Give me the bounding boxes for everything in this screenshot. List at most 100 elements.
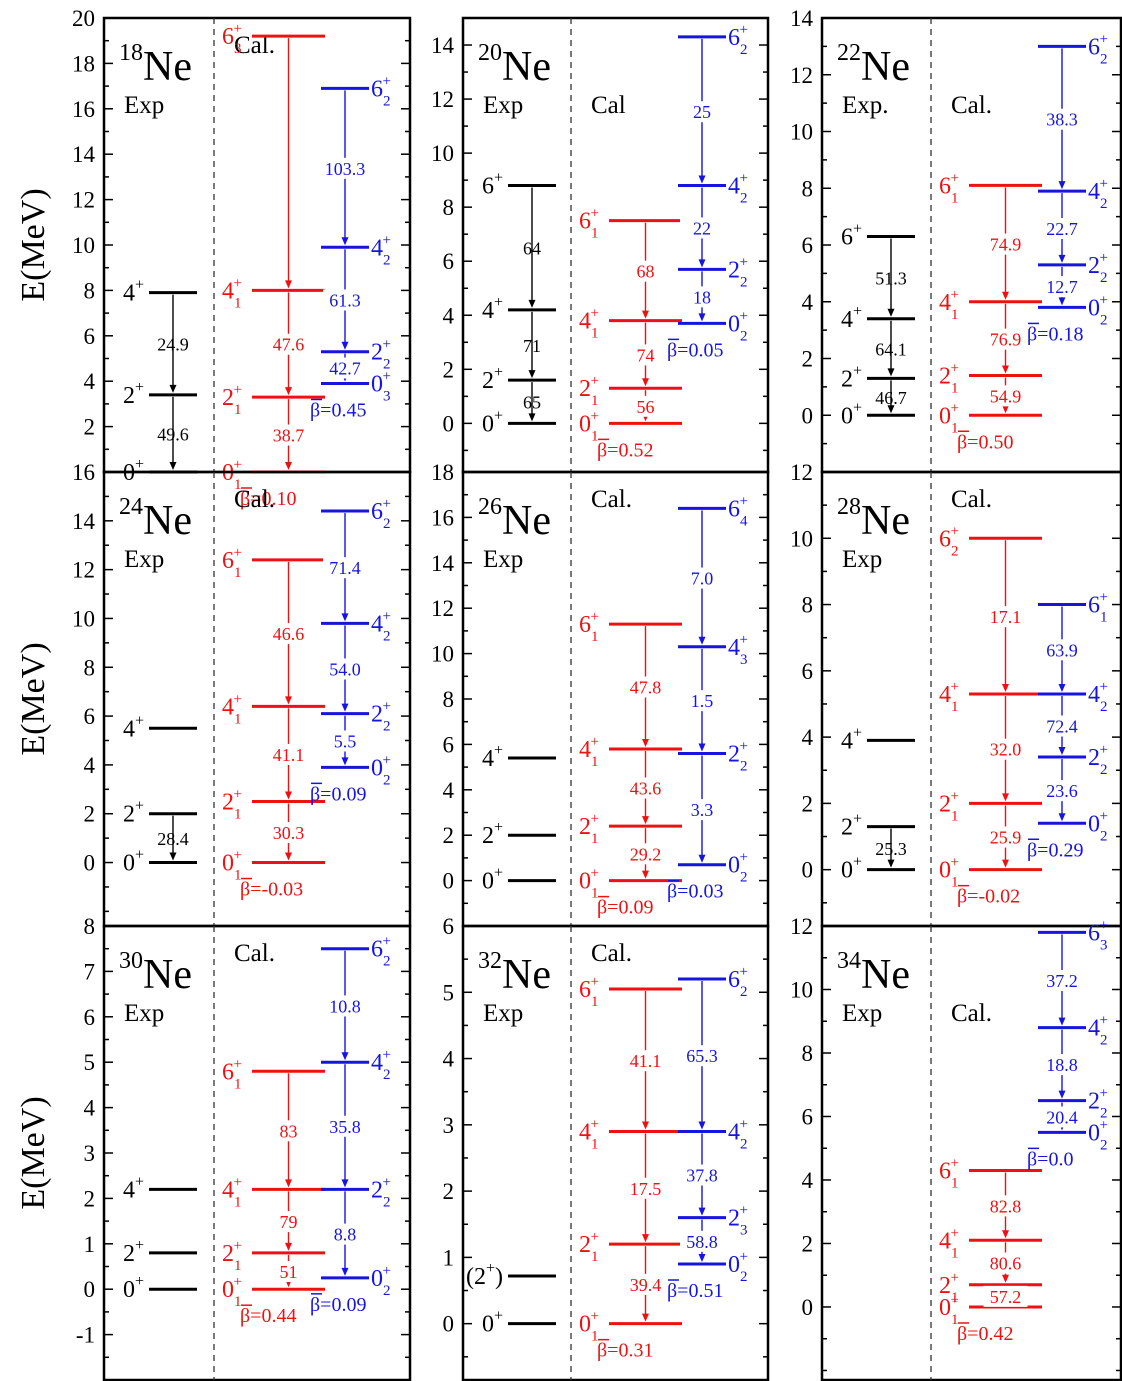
y-tick-label: 18: [431, 460, 454, 485]
arrowhead: [1058, 746, 1066, 755]
arrowhead: [341, 757, 349, 766]
y-tick-label: 10: [72, 606, 95, 631]
red-label-backdrop: [266, 1211, 311, 1233]
blue-be2-label: 71.4: [329, 558, 361, 578]
blue-be2-label: 63.9: [1046, 640, 1078, 660]
blue-level-label: 42+: [1088, 1013, 1108, 1049]
arrowhead: [169, 852, 177, 861]
blue-be2-label: 18: [693, 287, 711, 307]
nucleus-title: 24Ne: [119, 494, 192, 544]
exp-level-label: 0+: [123, 1273, 144, 1303]
arrowhead: [1058, 813, 1066, 822]
blue-level-label: 02+: [371, 1263, 391, 1299]
blue-label-backdrop: [323, 289, 367, 311]
y-tick-label: 6: [443, 249, 455, 274]
red-level-label: 01+: [939, 1292, 959, 1328]
arrowhead: [698, 1254, 706, 1263]
blue-beta-label: β=0.18: [1027, 323, 1083, 345]
red-beta-label: β=0.09: [597, 897, 653, 919]
blue-label-backdrop: [680, 567, 724, 589]
red-label-backdrop: [623, 1050, 668, 1072]
y-tick-label: 8: [802, 1041, 814, 1066]
nucleus-title: 20Ne: [478, 40, 551, 90]
nucleus-title: 30Ne: [119, 948, 192, 998]
exp-level-label: 0+: [841, 399, 862, 429]
blue-level-label: 22+: [371, 1174, 391, 1210]
red-level-label: 01+: [579, 1309, 599, 1345]
red-label-backdrop: [266, 1120, 311, 1142]
arrowhead: [285, 696, 292, 705]
exp-level-label: 0+: [482, 407, 503, 437]
exp-level-label: 0+: [123, 847, 144, 877]
red-be2-label: 80.6: [990, 1254, 1022, 1274]
blue-label-backdrop: [323, 357, 367, 379]
red-level-label: 41+: [222, 1174, 242, 1210]
blue-beta-label: β=0.03: [667, 881, 723, 903]
blue-beta-label: β=0.05: [667, 339, 723, 361]
exp-be2-label: 46.7: [875, 388, 907, 408]
blue-level-label: 61+: [1088, 590, 1108, 626]
y-tick-label: 12: [431, 87, 454, 112]
red-beta-label: β=-0.03: [240, 879, 303, 901]
panel-ne18: 246810121416182018NeExpCal.0+2+4+49.624.…: [72, 6, 412, 510]
red-label-backdrop: [983, 1195, 1028, 1217]
y-tick-label: 8: [84, 655, 96, 680]
y-tick-label: 0: [802, 858, 814, 883]
cal-label: Cal.: [591, 486, 632, 513]
cal-label: Cal.: [591, 940, 632, 967]
exp-level-label: 2+: [482, 364, 503, 394]
y-tick-label: 6: [802, 1104, 814, 1129]
blue-beta-label: β=0.45: [310, 399, 366, 421]
blue-level-label: 42+: [371, 1047, 391, 1083]
y-tick-label: 8: [443, 687, 455, 712]
exp-label: Exp: [483, 546, 523, 573]
red-level-label: 61+: [222, 1056, 242, 1092]
arrowhead: [642, 738, 649, 747]
y-tick-label: 0: [802, 403, 814, 428]
blue-level-label: 23+: [728, 1203, 748, 1239]
blue-level-label: 62+: [371, 496, 391, 532]
red-level-label: 21+: [579, 811, 599, 847]
blue-label-backdrop: [323, 658, 367, 680]
nucleus-title: 32Ne: [478, 948, 551, 998]
y-tick-label: 14: [790, 6, 814, 31]
arrowhead: [1002, 365, 1009, 374]
red-beta-label: β=0.52: [597, 439, 653, 461]
y-axis-title: E(MeV): [15, 642, 52, 755]
blue-level-label: 22+: [1088, 742, 1108, 778]
blue-level-label: 02+: [1088, 1117, 1108, 1153]
blue-be2-label: 37.2: [1046, 971, 1078, 991]
exp-label: Exp: [124, 546, 164, 573]
blue-label-backdrop: [680, 799, 724, 821]
y-tick-label: 14: [72, 142, 96, 167]
blue-label-backdrop: [1040, 217, 1084, 239]
exp-level-label: 2+: [123, 379, 144, 409]
y-tick-label: 2: [443, 823, 455, 848]
y-tick-label: 10: [72, 233, 95, 258]
red-beta-label: β=0.42: [957, 1323, 1013, 1345]
arrowhead: [285, 387, 292, 396]
arrowhead: [1002, 1230, 1009, 1239]
blue-label-backdrop: [680, 217, 724, 239]
y-tick-label: 0: [443, 1312, 455, 1337]
arrowhead: [1002, 859, 1009, 868]
red-label-backdrop: [266, 623, 311, 645]
red-be2-label: 41.1: [630, 1051, 662, 1071]
y-tick-label: 16: [72, 460, 95, 485]
y-tick-label: 4: [443, 778, 455, 803]
red-level-label: 21+: [939, 788, 959, 824]
y-tick-label: 16: [72, 97, 95, 122]
blue-level-label: 02+: [1088, 808, 1108, 844]
blue-label-backdrop: [680, 101, 724, 123]
red-level-label: 41+: [939, 287, 959, 323]
red-label-backdrop: [983, 606, 1028, 628]
arrowhead: [642, 1234, 649, 1243]
blue-label-backdrop: [680, 286, 724, 308]
y-tick-label: 8: [802, 593, 814, 618]
red-label-backdrop: [983, 1252, 1028, 1274]
red-be2-label: 29.2: [630, 844, 662, 864]
blue-be2-label: 72.4: [1046, 717, 1078, 737]
